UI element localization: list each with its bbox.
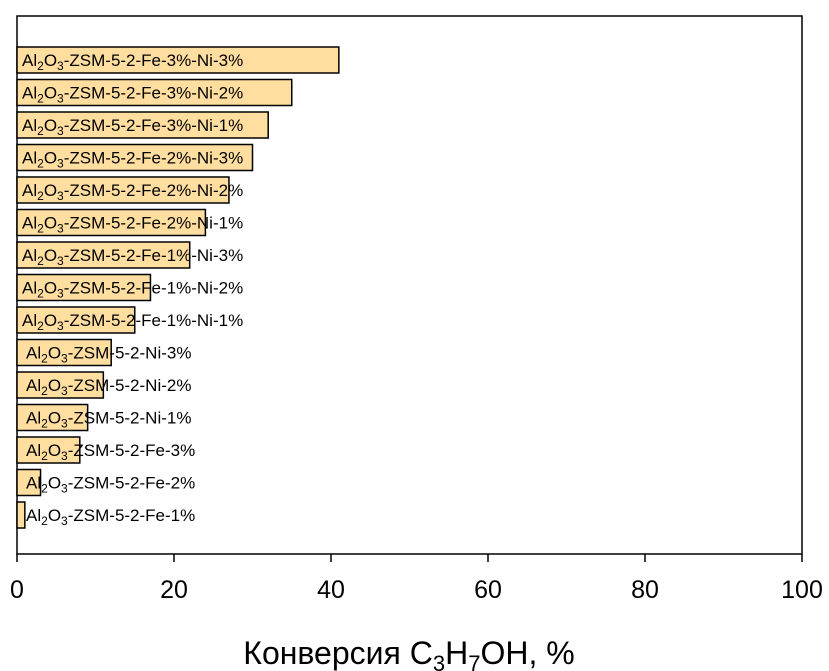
bar (16, 403, 89, 432)
x-tick-label: 0 (10, 576, 24, 604)
x-axis-title: Конверсия C3H7OH, % (243, 635, 574, 671)
x-tick-label: 100 (781, 576, 823, 604)
bar-label: Al2O3-ZSM-5-2-Fe-2% (26, 474, 195, 496)
bar (16, 436, 81, 464)
bar (16, 143, 254, 172)
bar (16, 176, 230, 204)
bar (16, 371, 105, 399)
bar-label: Al2O3-ZSM-5-2-Fe-2%-Ni-3% (22, 149, 243, 171)
bar-label: Al2O3-ZSM-5-2-Fe-3%-Ni-1% (22, 116, 243, 138)
bar (16, 306, 136, 334)
bar-label: Al2O3-ZSM-5-2-Ni-2% (26, 376, 191, 398)
bar (16, 111, 269, 139)
bar-label: Al2O3-ZSM-5-2-Fe-1% (26, 506, 195, 528)
bar (16, 78, 293, 107)
bar-label: Al2O3-ZSM-5-2-Fe-1%-Ni-2% (22, 279, 243, 301)
bar (16, 501, 26, 529)
bar (16, 208, 207, 237)
bar-label: Al2O3-ZSM-5-2-Fe-1%-Ni-1% (22, 311, 243, 333)
bar-label: Al2O3-ZSM-5-2-Fe-3%-Ni-3% (22, 51, 243, 73)
bar-label: Al2O3-ZSM-5-2-Fe-2%-Ni-2% (22, 181, 243, 203)
bar-label: Al2O3-ZSM-5-2-Ni-3% (26, 344, 191, 366)
x-tick-label: 80 (631, 576, 659, 604)
bar (16, 241, 191, 269)
bar (16, 46, 340, 74)
bar-label: Al2O3-ZSM-5-2-Fe-3%-Ni-2% (22, 84, 243, 106)
bar (16, 468, 42, 497)
bar-label: Al2O3-ZSM-5-2-Ni-1% (26, 409, 191, 431)
x-tick-label: 60 (474, 576, 502, 604)
bar (16, 273, 152, 302)
bar-label: Al2O3-ZSM-5-2-Fe-2%-Ni-1% (22, 214, 243, 236)
bar (16, 338, 112, 367)
bars: Al2O3-ZSM-5-2-Fe-1% Al2O3-ZSM-5-2-Fe-2% Al… (16, 46, 340, 529)
bar-label: Al2O3-ZSM-5-2-Fe-3% (26, 441, 195, 463)
x-axis-ticks: 0 20 40 60 80 100 (10, 554, 823, 604)
bar-label: Al2O3-ZSM-5-2-Fe-1%-Ni-3% (22, 246, 243, 268)
x-tick-label: 40 (317, 576, 345, 604)
x-tick-label: 20 (160, 576, 188, 604)
